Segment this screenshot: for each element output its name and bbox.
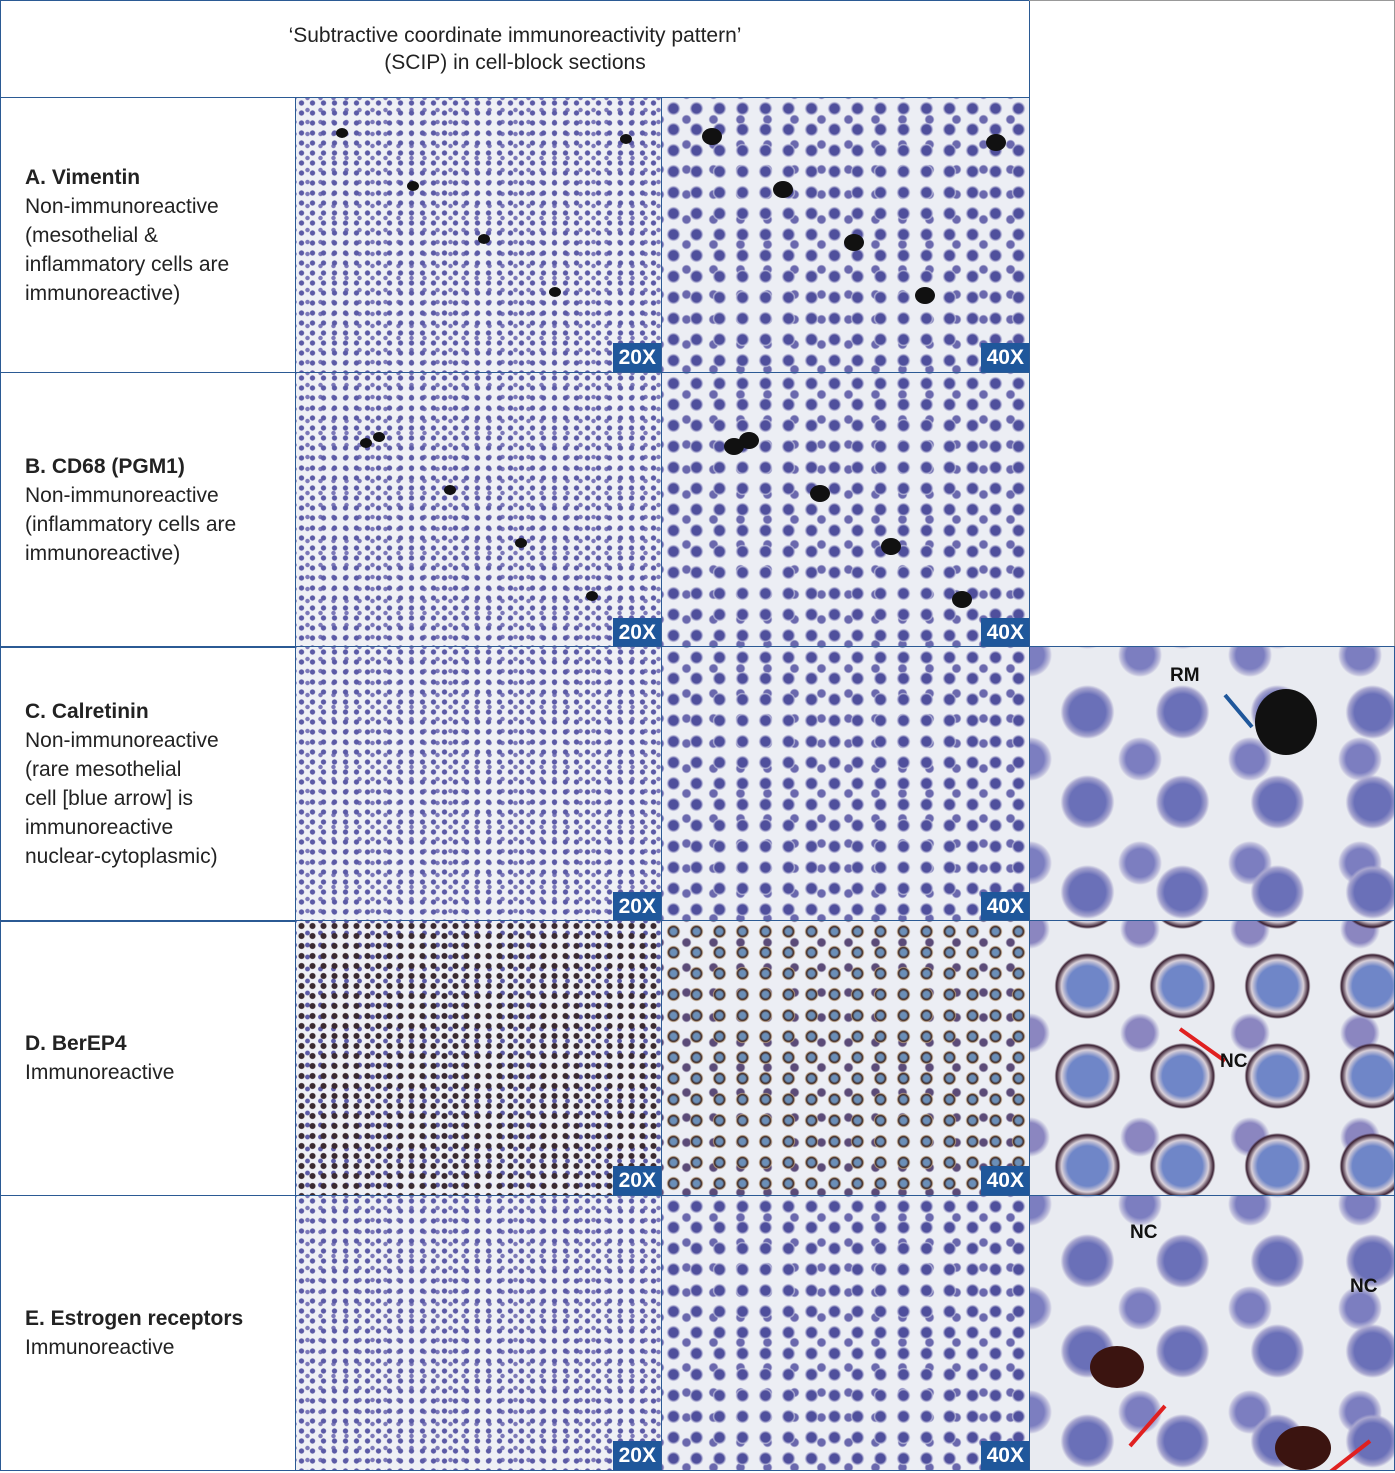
marker-description: (rare mesothelial bbox=[25, 758, 182, 781]
marker-description: nuclear-cytoplasmic) bbox=[25, 845, 218, 868]
magnification-badge: 40X bbox=[980, 892, 1029, 921]
zoom-micrograph: NC bbox=[1029, 920, 1395, 1196]
stained-cell bbox=[586, 591, 598, 601]
annotation: RM bbox=[1170, 665, 1200, 686]
marker-description: Non-immunoreactive bbox=[25, 729, 219, 752]
marker-description: Non-immunoreactive bbox=[25, 484, 219, 507]
marker-description: Immunoreactive bbox=[25, 1336, 175, 1359]
stained-cell bbox=[515, 538, 527, 548]
row-label: B. CD68 (PGM1) Non-immunoreactive (inflamm… bbox=[0, 372, 296, 648]
stained-cell bbox=[702, 128, 722, 145]
row-label: A. Vimentin Non-immunoreactive (mesothelia… bbox=[0, 97, 296, 373]
micrograph: 20X bbox=[295, 646, 662, 922]
stained-cell bbox=[844, 234, 864, 251]
stained-cell bbox=[952, 591, 972, 608]
stained-cell bbox=[407, 181, 419, 191]
row-label: E. Estrogen receptors Immunoreactive bbox=[0, 1195, 296, 1471]
arrows bbox=[1128, 1404, 1372, 1470]
stained-cell bbox=[739, 432, 759, 449]
marker-name: A. Vimentin bbox=[25, 165, 141, 189]
micrograph: 40X bbox=[661, 97, 1030, 373]
marker-description: (inflammatory cells are bbox=[25, 513, 237, 536]
micrograph: 40X bbox=[661, 1195, 1030, 1471]
stained-cell bbox=[360, 438, 372, 448]
marker-description: immunoreactive bbox=[25, 816, 174, 839]
stained-cell bbox=[1275, 1426, 1331, 1470]
marker-name: C. Calretinin bbox=[25, 700, 149, 723]
arrow bbox=[1128, 1404, 1167, 1448]
row-label: D. BerEP4 Immunoreactive bbox=[0, 920, 296, 1196]
magnification-badge: 20X bbox=[612, 892, 661, 921]
stained-cell bbox=[986, 134, 1006, 151]
stained-cell bbox=[773, 181, 793, 198]
annotation: NC bbox=[1350, 1276, 1378, 1297]
arrows bbox=[1178, 1027, 1227, 1063]
marker-description: cell [blue arrow] is bbox=[25, 787, 194, 810]
header-line: ‘Subtractive coordinate immunoreactivity… bbox=[288, 24, 742, 47]
stained-cell bbox=[373, 432, 385, 442]
empty-corner bbox=[1029, 0, 1395, 646]
zoom-micrograph: NC NC bbox=[1029, 1195, 1395, 1471]
stained-cell bbox=[478, 234, 490, 244]
micrograph: 20X bbox=[295, 97, 662, 373]
magnification-badge: 40X bbox=[980, 618, 1029, 647]
stained-cell bbox=[915, 287, 935, 304]
stained-cell bbox=[810, 485, 830, 502]
stained-cell bbox=[549, 287, 561, 297]
stained-cell bbox=[620, 134, 632, 144]
marker-description: (mesothelial & bbox=[25, 223, 159, 247]
annotation: NC bbox=[1220, 1051, 1248, 1072]
marker-name: D. BerEP4 bbox=[25, 1032, 127, 1055]
stained-cell bbox=[724, 438, 744, 455]
micrograph: 20X bbox=[295, 920, 662, 1196]
stained-cell bbox=[881, 538, 901, 555]
magnification-badge: 20X bbox=[612, 343, 661, 372]
figure-header: ‘Subtractive coordinate immunoreactivity… bbox=[0, 0, 1030, 98]
marker-name: E. Estrogen receptors bbox=[25, 1307, 244, 1330]
arrow bbox=[1329, 1439, 1372, 1470]
marker-description: immunoreactive) bbox=[25, 542, 181, 565]
stained-cell bbox=[1090, 1346, 1144, 1388]
arrow bbox=[1178, 1027, 1227, 1063]
stained-cell bbox=[1255, 689, 1317, 755]
magnification-badge: 20X bbox=[612, 1441, 661, 1470]
magnification-badge: 20X bbox=[612, 618, 661, 647]
zoom-micrograph: RM bbox=[1029, 646, 1395, 922]
marker-name: B. CD68 (PGM1) bbox=[25, 455, 185, 478]
marker-description: Non-immunoreactive bbox=[25, 194, 219, 218]
annotation: NC bbox=[1130, 1222, 1158, 1243]
magnification-badge: 40X bbox=[980, 343, 1029, 372]
magnification-badge: 20X bbox=[612, 1166, 661, 1195]
stained-cell bbox=[444, 485, 456, 495]
micrograph: 20X bbox=[295, 1195, 662, 1471]
micrograph: 20X bbox=[295, 372, 662, 648]
marker-description: inflammatory cells are bbox=[25, 252, 230, 276]
arrow bbox=[1223, 693, 1254, 729]
micrograph: 40X bbox=[661, 646, 1030, 922]
micrograph: 40X bbox=[661, 920, 1030, 1196]
row-label: C. Calretinin Non-immunoreactive (rare mes… bbox=[0, 646, 296, 922]
arrows bbox=[1223, 693, 1254, 729]
marker-description: Immunoreactive bbox=[25, 1061, 175, 1084]
magnification-badge: 40X bbox=[980, 1441, 1029, 1470]
magnification-badge: 40X bbox=[980, 1166, 1029, 1195]
micrograph: 40X bbox=[661, 372, 1030, 648]
marker-description: immunoreactive) bbox=[25, 281, 181, 305]
stained-cell bbox=[336, 128, 348, 138]
header-line: (SCIP) in cell-block sections bbox=[384, 51, 646, 74]
